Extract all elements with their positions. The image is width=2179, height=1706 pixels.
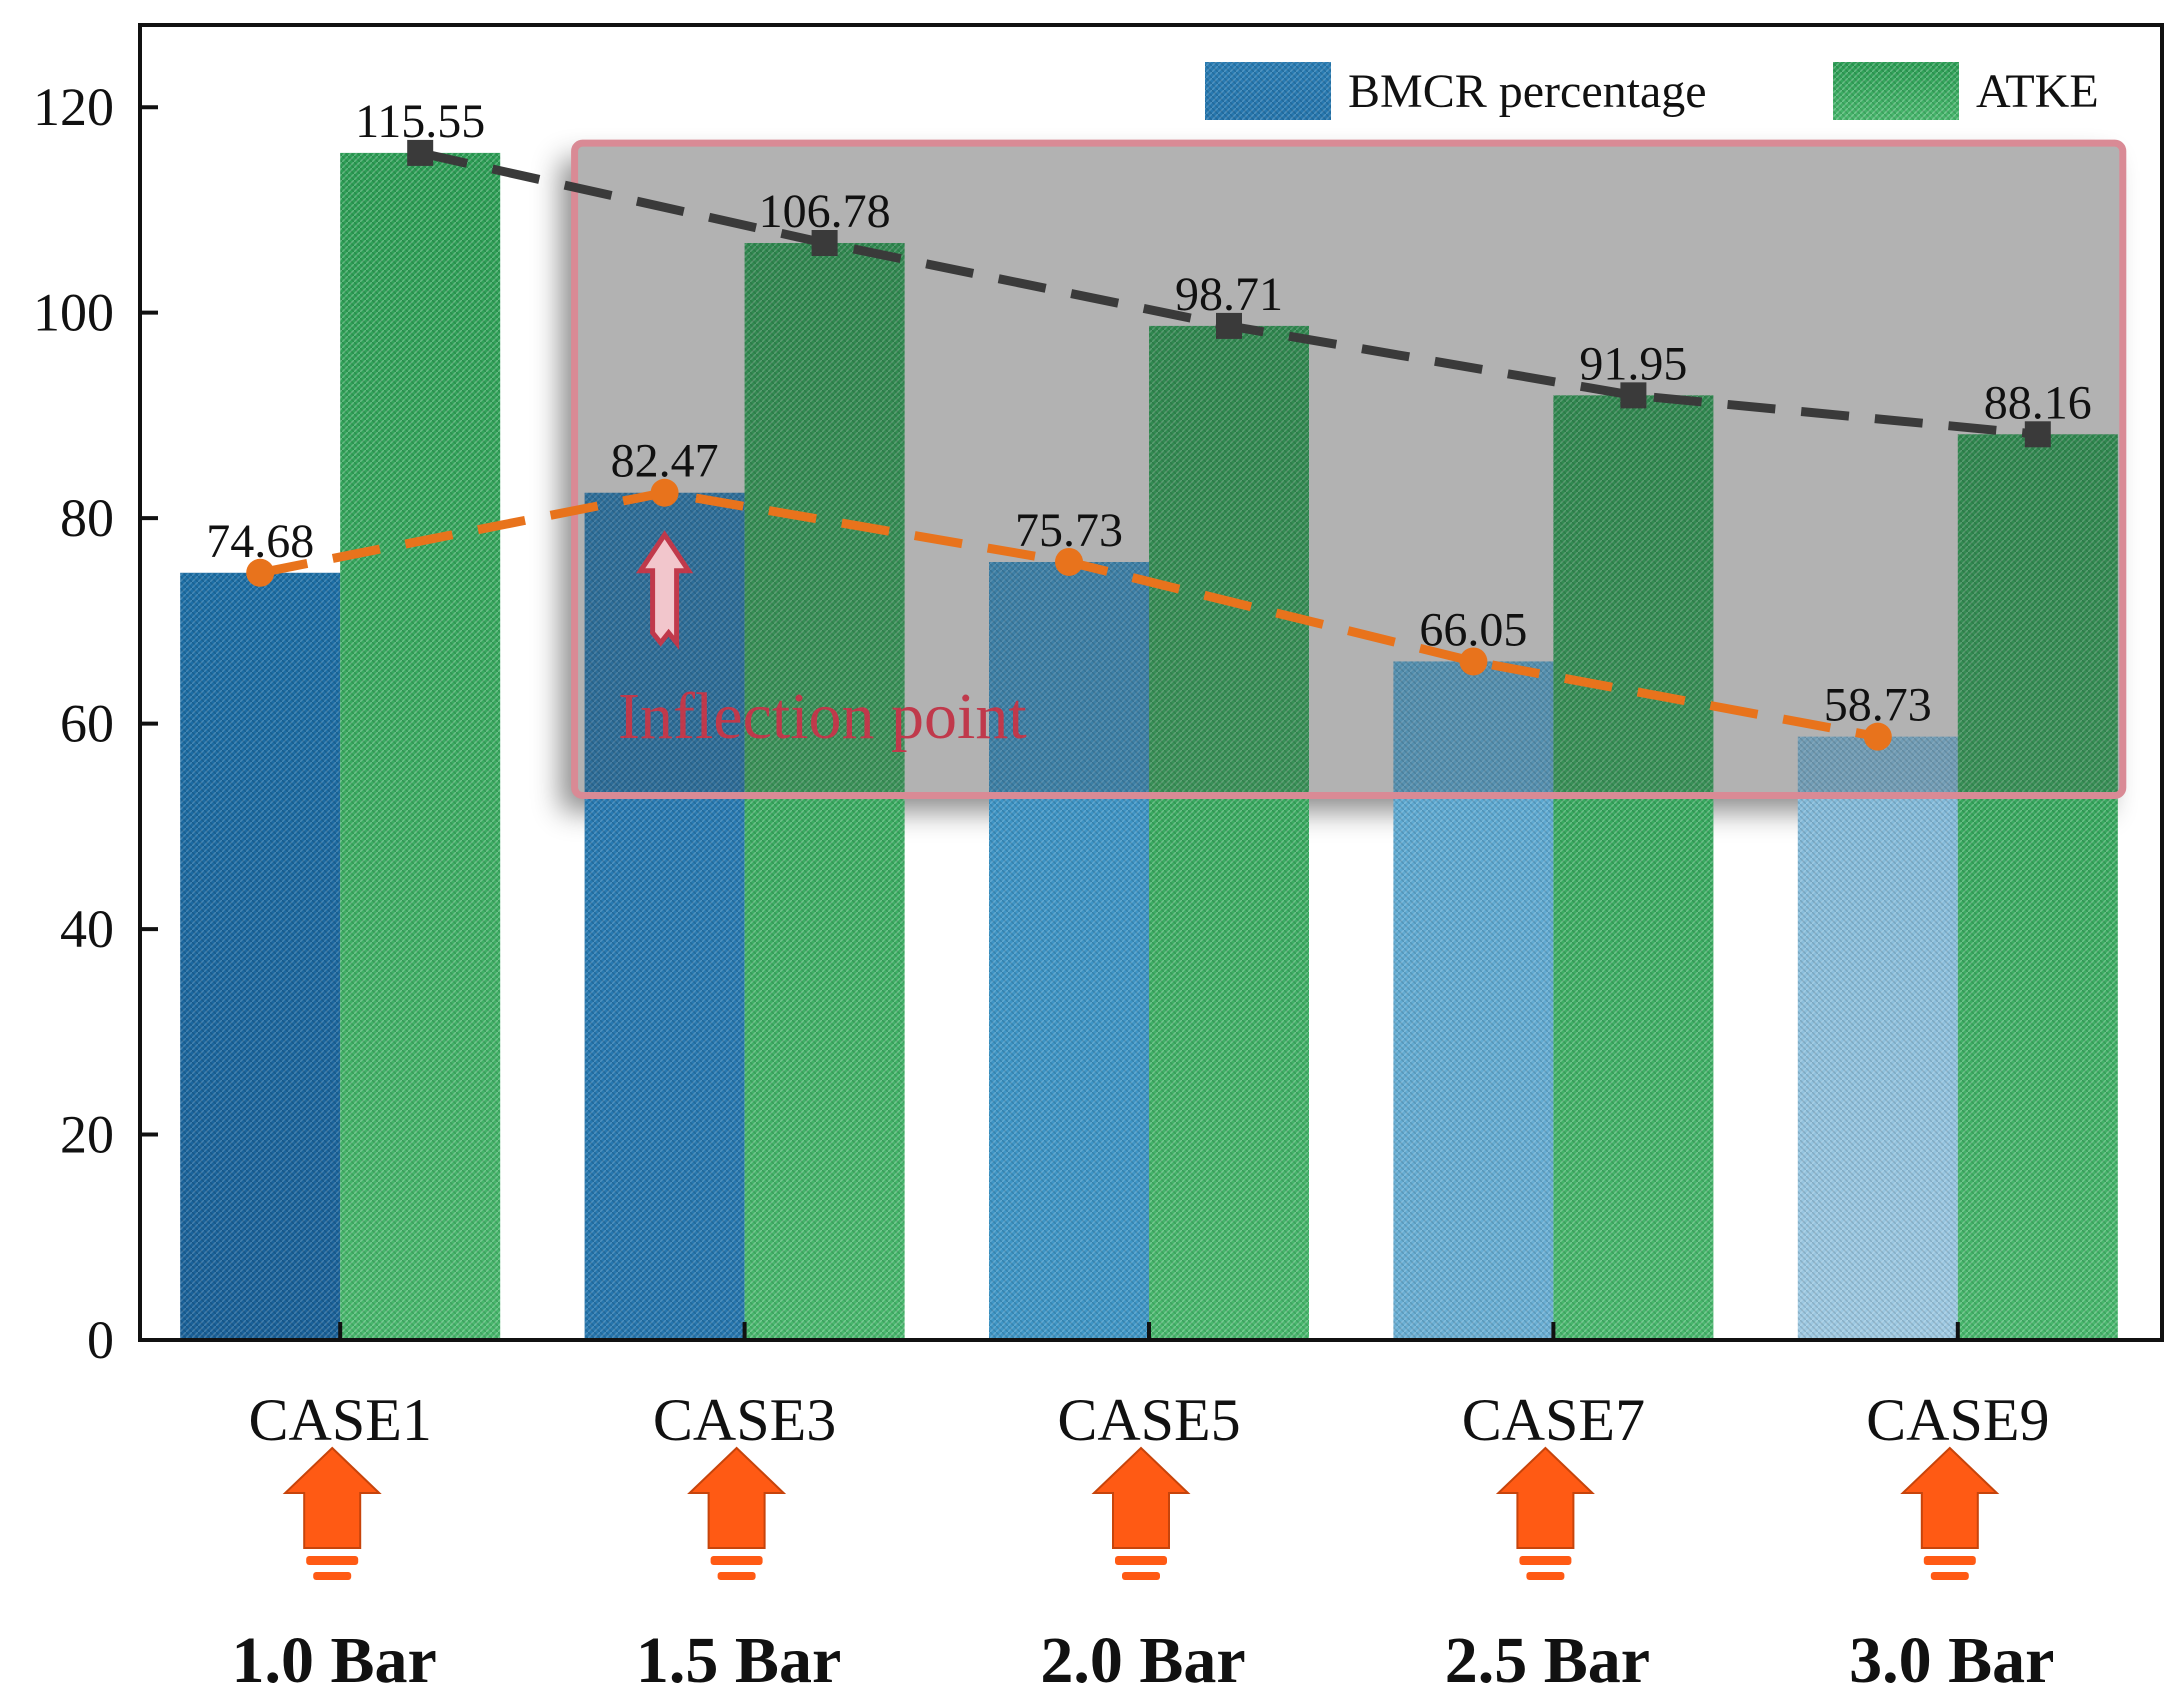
y-tick-label-100: 100 (33, 283, 114, 343)
legend-bmcr-label: BMCR percentage (1348, 65, 1707, 118)
data-label-bmcr-case7: 66.05 (1419, 603, 1527, 656)
data-labels: 74.68 115.55 82.47 106.78 75.73 98.71 66.05 91.… (206, 95, 2092, 732)
bar-bmcr-texture (1393, 661, 1554, 1340)
marker-bmcr-case7 (1459, 647, 1488, 676)
data-label-bmcr-case1: 74.68 (206, 515, 314, 568)
pressure-label-1: 1.0 Bar (232, 1624, 437, 1697)
y-tick-label-40: 40 (60, 899, 114, 959)
inflection-label: Inflection point (618, 680, 1027, 753)
marker-atke-case3 (811, 230, 838, 257)
highlight-box-fill (574, 143, 2123, 796)
pressure-arrow-line (313, 1572, 352, 1580)
marker-atke-case5 (1216, 312, 1242, 339)
bar-atke-texture (340, 152, 501, 1340)
pressure-arrow-icon (1495, 1446, 1595, 1549)
data-label-atke-case1: 115.55 (355, 95, 485, 148)
data-label-bmcr-case3: 82.47 (611, 435, 719, 488)
bar-atke-texture (1553, 395, 1714, 1340)
pressure-arrow-line (1930, 1572, 1969, 1580)
bar-bmcr-texture (180, 572, 341, 1340)
pressure-arrow-line (1519, 1556, 1572, 1565)
x-tick-label-case7: CASE7 (1462, 1387, 1645, 1453)
pressure-indicators: 1.0 Bar 1.5 Bar 2.0 Bar 2.5 Bar 3.0 Bar (232, 1446, 2054, 1697)
highlight-region (574, 143, 2123, 796)
marker-atke-case7 (1620, 382, 1647, 409)
y-tick-label-80: 80 (60, 488, 114, 548)
marker-atke-case9 (2024, 421, 2051, 448)
x-tick-label-case3: CASE3 (653, 1387, 836, 1453)
bar-bmcr-texture (989, 561, 1149, 1340)
highlight-box-border (571, 139, 2127, 800)
data-label-bmcr-case5: 75.73 (1015, 504, 1123, 557)
y-tick-label-60: 60 (60, 694, 114, 754)
data-label-atke-case5: 98.71 (1175, 268, 1283, 321)
bar-bmcr-texture (1797, 736, 1958, 1340)
pressure-arrow-line (1115, 1556, 1167, 1565)
legend-bmcr-swatch-texture (1205, 62, 1331, 120)
marker-bmcr-case1 (246, 558, 275, 587)
highlight-border (571, 139, 2127, 800)
pressure-arrow-line (1526, 1572, 1565, 1580)
pressure-arrow-icon (1900, 1446, 2000, 1549)
inflection-arrow-icon (635, 530, 694, 650)
marker-bmcr-case3 (650, 478, 679, 507)
bar-atke-texture (1149, 325, 1309, 1340)
annotation: Inflection point (618, 530, 1027, 753)
marker-bmcr-case5 (1055, 547, 1083, 576)
pressure-label-4: 2.5 Bar (1445, 1624, 1650, 1697)
y-tick-label-0: 0 (87, 1310, 114, 1370)
pressure-label-2: 1.5 Bar (636, 1624, 841, 1697)
y-tick-label-20: 20 (60, 1105, 114, 1165)
pressure-arrow-icon (687, 1446, 787, 1549)
bar-atke-texture (744, 243, 905, 1341)
x-tick-label-case5: CASE5 (1057, 1387, 1240, 1453)
axes: 0 20 40 60 80 100 120 CASE1 CASE3 CASE5 CASE7 CASE9 (33, 23, 2164, 1453)
pressure-arrow-line (710, 1556, 763, 1565)
pressure-arrow-icon (1091, 1446, 1191, 1549)
trend-lines (246, 139, 2051, 751)
bar-atke-texture (1957, 434, 2118, 1340)
legend-atke-swatch-texture (1833, 62, 1959, 120)
data-label-atke-case7: 91.95 (1579, 337, 1687, 390)
data-label-atke-case9: 88.16 (1984, 376, 2092, 429)
x-tick-label-case9: CASE9 (1866, 1387, 2049, 1453)
pressure-arrow-line (1122, 1572, 1160, 1580)
pressure-label-3: 2.0 Bar (1040, 1624, 1245, 1697)
data-label-bmcr-case9: 58.73 (1824, 679, 1932, 732)
data-label-atke-case3: 106.78 (759, 185, 891, 238)
legend-atke-label: ATKE (1976, 65, 2099, 118)
bars (180, 152, 2118, 1341)
legend: BMCR percentage ATKE (1205, 62, 2099, 120)
marker-atke-case1 (407, 139, 434, 166)
pressure-arrow-line (306, 1556, 359, 1565)
x-tick-label-case1: CASE1 (249, 1387, 432, 1453)
pressure-arrow-line (1923, 1556, 1976, 1565)
pressure-arrow-icon (282, 1446, 382, 1549)
pressure-label-5: 3.0 Bar (1849, 1624, 2054, 1697)
y-tick-label-120: 120 (33, 77, 114, 137)
marker-bmcr-case9 (1863, 722, 1892, 751)
pressure-arrow-line (717, 1572, 756, 1580)
